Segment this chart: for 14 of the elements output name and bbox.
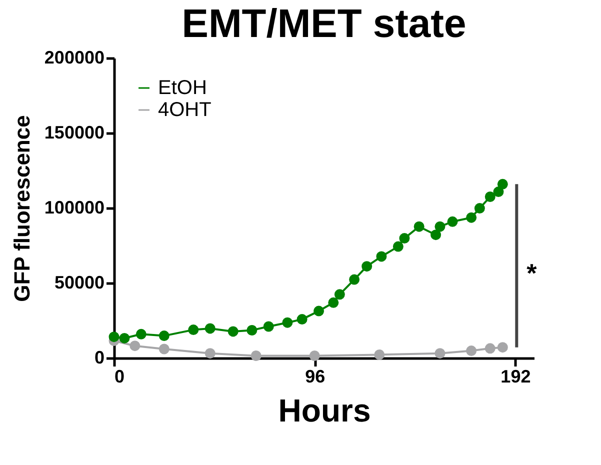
chart-title: EMT/MET state (182, 2, 466, 46)
annotation: * (526, 258, 538, 288)
x-tick-label: 192 (500, 366, 531, 386)
x-tick-label: 0 (114, 366, 125, 386)
y-tick-label: 0 (94, 348, 104, 368)
legend-label: EtOH (158, 77, 207, 99)
y-axis-title: GFP fluorescence (9, 115, 34, 302)
y-tick-label: 100000 (44, 198, 104, 218)
y-tick-label: 150000 (44, 122, 104, 142)
y-tick-label: 50000 (54, 272, 104, 292)
legend-label: 4OHT (158, 99, 212, 121)
y-tick-label: 200000 (44, 48, 104, 68)
x-axis-title: Hours (278, 392, 371, 428)
x-tick-label: 96 (305, 366, 326, 386)
